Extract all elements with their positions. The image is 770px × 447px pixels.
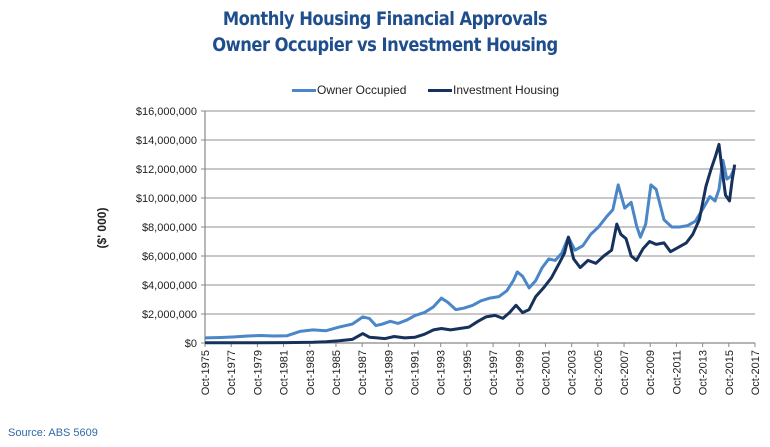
x-tick-label: Oct-1999 [514, 350, 526, 395]
legend-swatch-owner-occupied [292, 89, 316, 92]
x-tick-label: Oct-1995 [462, 350, 474, 395]
x-tick-label: Oct-1983 [305, 350, 317, 395]
x-tick-label: Oct-1975 [200, 350, 212, 395]
x-tick-label: Oct-1991 [410, 350, 422, 395]
x-tick-label: Oct-2009 [645, 350, 657, 395]
x-tick-label: Oct-2017 [750, 350, 762, 395]
x-tick-label: Oct-1977 [226, 350, 238, 395]
series-line-owner-occupied [204, 158, 737, 340]
y-axis-label: ($' 000) [95, 208, 109, 249]
x-tick-label: Oct-1979 [252, 350, 264, 395]
x-tick-label: Oct-2001 [540, 350, 552, 395]
y-tick-label: $0 [185, 338, 197, 350]
x-tick-label: Oct-1989 [383, 350, 395, 395]
x-axis-ticks: Oct-1975 Oct-1977 Oct-1979 Oct-1981 Oct-1983… [200, 343, 762, 395]
y-tick-label: $10,000,000 [136, 193, 197, 205]
x-tick-label: Oct-1987 [357, 350, 369, 395]
x-tick-label: Oct-2011 [671, 350, 683, 394]
y-tick-label: $12,000,000 [136, 164, 197, 176]
x-tick-label: Oct-1997 [488, 350, 500, 395]
x-tick-label: Oct-1985 [331, 350, 343, 395]
x-tick-label: Oct-1993 [436, 350, 448, 395]
chart-subtitle: Owner Occupier vs Investment Housing [212, 34, 558, 56]
x-tick-label: Oct-2005 [593, 350, 605, 395]
y-tick-label: $6,000,000 [142, 251, 197, 263]
y-tick-label: $2,000,000 [142, 309, 197, 321]
series-line-investment-housing [205, 142, 737, 345]
legend-label-owner-occupied: Owner Occupied [317, 83, 407, 97]
x-tick-label: Oct-1981 [279, 350, 291, 395]
chart-title: Monthly Housing Financial Approvals [222, 8, 548, 30]
y-tick-label: $14,000,000 [136, 135, 197, 147]
legend: Owner Occupied Investment Housing [0, 82, 770, 98]
x-tick-label: Oct-2015 [724, 350, 736, 395]
x-tick-label: Oct-2013 [698, 350, 710, 395]
x-tick-label: Oct-2007 [619, 350, 631, 395]
y-tick-label: $16,000,000 [136, 106, 197, 118]
legend-swatch-investment-housing [428, 89, 452, 92]
y-tick-label: $8,000,000 [142, 222, 197, 234]
y-tick-label: $4,000,000 [142, 280, 197, 292]
legend-label-investment-housing: Investment Housing [453, 83, 560, 97]
series-lines [204, 142, 737, 345]
source-note: Source: ABS 5609 [8, 427, 98, 439]
y-axis-ticks: $0 $2,000,000 $4,000,000 $6,000,000 $8,000,0… [136, 106, 205, 350]
x-tick-label: Oct-2003 [567, 350, 579, 395]
